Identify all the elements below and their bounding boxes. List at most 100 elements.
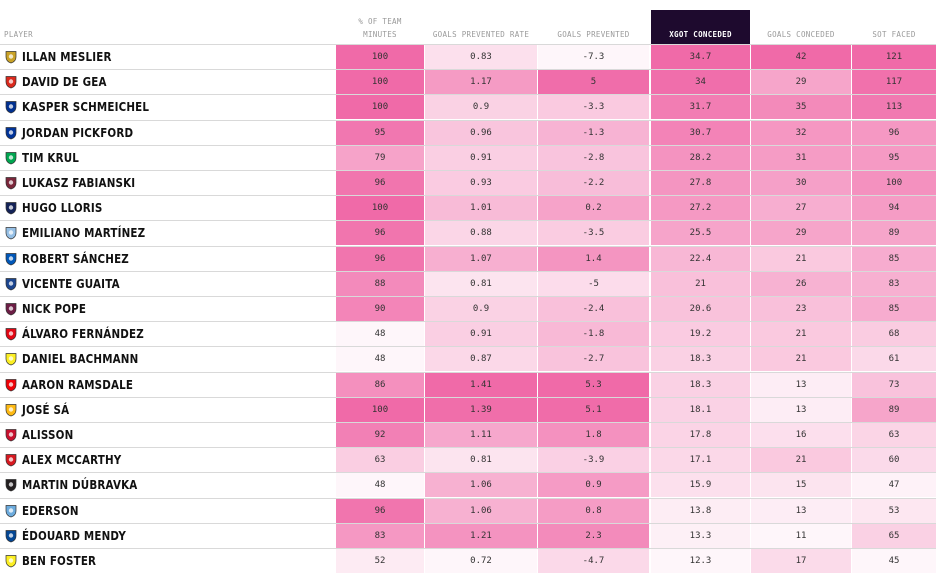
table-row[interactable]: EDERSON 96 1.06 0.8 13.8 13 53 [0,497,936,523]
player-name: JOSÉ SÁ [22,402,70,417]
gpr-value: 0.87 [425,347,537,372]
gc-value: 29 [751,70,851,95]
minutes-value: 88 [336,271,424,296]
table-row[interactable]: ÁLVARO FERNÁNDEZ 48 0.91 -1.8 19.2 21 68 [0,321,936,347]
xgot-value: 15.9 [651,473,750,498]
minutes-value: 90 [336,297,424,321]
table-row[interactable]: ROBERT SÁNCHEZ 96 1.07 1.4 22.4 21 85 [0,245,936,271]
club-crest-icon [4,478,18,492]
gp-value: 0.9 [538,473,649,498]
player-cell: ILLAN MESLIER [0,45,336,69]
table-row[interactable]: VICENTE GUAITA 88 0.81 -5 21 26 83 [0,270,936,296]
sot-value: 113 [852,95,936,120]
club-crest-icon [4,403,18,417]
club-crest-icon [4,428,18,442]
gp-value: -4.7 [538,549,649,573]
table-row[interactable]: MARTIN DÚBRAVKA 48 1.06 0.9 15.9 15 47 [0,472,936,498]
header-player-label: PLAYER [4,30,33,39]
club-crest-icon [4,226,18,240]
header-sot-label: SOT FACED [872,30,916,39]
minutes-value: 100 [336,95,424,120]
gp-value: 1.4 [538,246,649,271]
sot-value: 100 [852,171,936,195]
header-xgot[interactable]: XGOT CONCEDED [651,10,750,44]
player-name: VICENTE GUAITA [22,276,120,291]
player-cell: EMILIANO MARTÍNEZ [0,221,336,245]
xgot-value: 18.3 [651,372,750,397]
player-cell: ALISSON [0,423,336,447]
table-row[interactable]: KASPER SCHMEICHEL 100 0.9 -3.3 31.7 35 113 [0,94,936,120]
sot-value: 94 [852,196,936,221]
header-player[interactable]: PLAYER [0,10,336,44]
header-xgot-label: XGOT CONCEDED [669,30,732,39]
table-row[interactable]: JORDAN PICKFORD 95 0.96 -1.3 30.7 32 96 [0,119,936,145]
club-crest-icon [4,201,18,215]
player-name: MARTIN DÚBRAVKA [22,478,138,493]
club-crest-icon [4,453,18,467]
table-row[interactable]: DAVID DE GEA 100 1.17 5 34 29 117 [0,69,936,95]
gp-value: -3.5 [538,221,649,246]
xgot-value: 22.4 [651,246,750,271]
gpr-value: 1.01 [425,196,537,221]
minutes-value: 96 [336,171,424,195]
player-cell: JOSÉ SÁ [0,398,336,422]
minutes-value: 48 [336,473,424,498]
xgot-value: 18.3 [651,347,750,372]
gpr-value: 0.83 [425,45,537,69]
sot-value: 89 [852,397,936,422]
gpr-value: 1.41 [425,372,537,397]
table-row[interactable]: DANIEL BACHMANN 48 0.87 -2.7 18.3 21 61 [0,346,936,372]
club-crest-icon [4,554,18,568]
gpr-value: 1.07 [425,246,537,271]
minutes-value: 48 [336,322,424,347]
gp-value: 0.2 [538,196,649,221]
gpr-value: 0.9 [425,95,537,120]
table-row[interactable]: LUKASZ FABIANSKI 96 0.93 -2.2 27.8 30 100 [0,170,936,195]
header-minutes[interactable]: % OF TEAM MINUTES [336,10,424,44]
header-sot[interactable]: SOT FACED [852,10,936,44]
player-cell: KASPER SCHMEICHEL [0,95,336,119]
gpr-value: 1.06 [425,498,537,523]
sot-value: 45 [852,549,936,573]
table-row[interactable]: BEN FOSTER 52 0.72 -4.7 12.3 17 45 [0,548,936,573]
gpr-value: 1.39 [425,397,537,422]
table-row[interactable]: EMILIANO MARTÍNEZ 96 0.88 -3.5 25.5 29 89 [0,220,936,246]
header-gpr-label: GOALS PREVENTED RATE [432,30,530,39]
xgot-value: 18.1 [651,397,750,422]
player-name: TIM KRUL [22,150,80,165]
table-row[interactable]: HUGO LLORIS 100 1.01 0.2 27.2 27 94 [0,195,936,221]
table-row[interactable]: NICK POPE 90 0.9 -2.4 20.6 23 85 [0,296,936,321]
minutes-value: 100 [336,196,424,221]
player-name: ALEX MCCARTHY [22,453,122,468]
gpr-value: 1.06 [425,473,537,498]
sot-value: 85 [852,297,936,321]
minutes-value: 92 [336,423,424,447]
table-row[interactable]: ALEX MCCARTHY 63 0.81 -3.9 17.1 21 60 [0,447,936,473]
header-gpr[interactable]: GOALS PREVENTED RATE [425,10,537,44]
table-row[interactable]: TIM KRUL 79 0.91 -2.8 28.2 31 95 [0,144,936,170]
club-crest-icon [4,151,18,165]
sot-value: 96 [852,120,936,145]
table-row[interactable]: JOSÉ SÁ 100 1.39 5.1 18.1 13 89 [0,396,936,422]
gp-value: -7.3 [538,45,649,69]
club-crest-icon [4,302,18,316]
gp-value: 5 [538,70,649,95]
gpr-value: 0.72 [425,549,537,573]
xgot-value: 20.6 [651,297,750,321]
table-row[interactable]: AARON RAMSDALE 86 1.41 5.3 18.3 13 73 [0,371,936,397]
xgot-value: 17.8 [651,423,750,447]
player-name: EDERSON [22,503,79,518]
gpr-value: 0.81 [425,448,537,473]
xgot-value: 13.8 [651,498,750,523]
header-gp[interactable]: GOALS PREVENTED [538,10,649,44]
gp-value: 0.8 [538,498,649,523]
table-row[interactable]: ILLAN MESLIER 100 0.83 -7.3 34.7 42 121 [0,44,936,69]
table-row[interactable]: ÉDOUARD MENDY 83 1.21 2.3 13.3 11 65 [0,522,936,548]
gp-value: 2.3 [538,523,649,548]
gp-value: -1.3 [538,120,649,145]
sot-value: 73 [852,372,936,397]
gpr-value: 1.21 [425,523,537,548]
table-row[interactable]: ALISSON 92 1.11 1.8 17.8 16 63 [0,422,936,447]
header-gc[interactable]: GOALS CONCEDED [751,10,851,44]
gc-value: 31 [751,145,851,170]
